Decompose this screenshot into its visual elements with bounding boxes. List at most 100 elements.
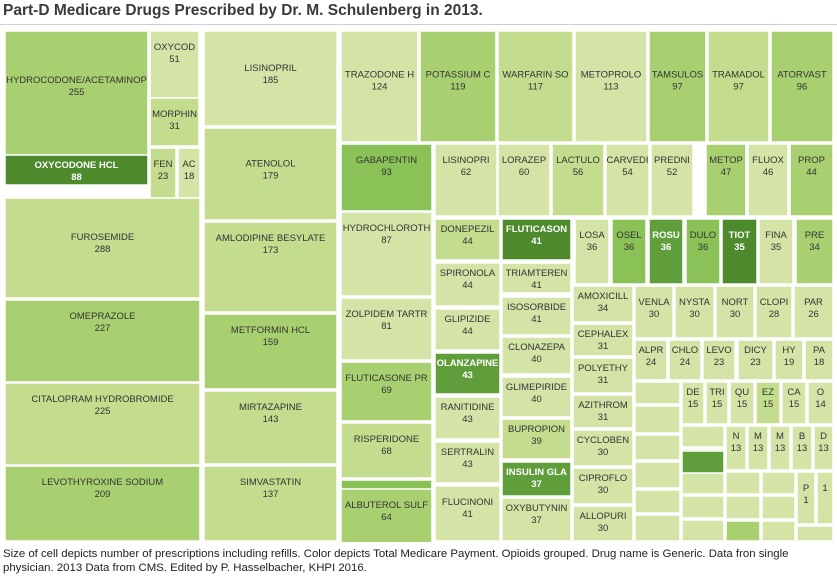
treemap-cell-value: 15 [688,399,699,410]
treemap-cell-label: AMOXICILL [578,291,629,302]
treemap-cell-value: 23 [714,357,725,368]
treemap-cell-rect [705,381,729,425]
treemap-cell-label: OXYCOD [154,42,195,53]
treemap-cell-value: 179 [263,171,279,182]
treemap-cell-value: 119 [450,82,465,93]
treemap-cell-rect [497,30,574,143]
treemap-cell-rect [755,381,781,425]
treemap-cell-value: 36 [624,242,635,253]
treemap-cell-unlabeled [681,450,725,474]
treemap-cell-label: FINA [765,230,787,241]
treemap-cell-d: D13 [813,425,834,471]
treemap-cell-rect [419,30,497,143]
treemap-cell-label: AZITHROM [578,400,628,411]
treemap-cell-rect [702,339,736,381]
treemap-cell-value: 255 [69,87,85,98]
treemap-cell-label: DE [686,387,699,398]
treemap-cell-value: 28 [769,309,780,320]
treemap-cell-rect [674,285,715,339]
treemap-cell-rect [501,336,572,375]
treemap-cell-label: MIRTAZAPINE [239,402,302,413]
treemap-cell-label: LISINOPRIL [244,63,296,74]
treemap-cell-b: B13 [791,425,813,471]
treemap-cell-rect [4,197,201,299]
treemap-cell-rect [611,218,647,285]
treemap-cell-label: ROSU [652,230,680,241]
treemap-cell-label: METOP [709,155,743,166]
treemap-cell-rect [501,461,572,497]
treemap-cell-value: 54 [622,167,633,178]
treemap-cell-unlabeled [634,405,681,434]
treemap-cell-value: 18 [184,171,195,182]
treemap-cell-unlabeled [681,425,725,448]
treemap-cell-label: CLONAZEPA [508,342,566,353]
treemap-cell-rect [4,30,149,156]
treemap-cell-value: 60 [519,167,530,178]
treemap-cell-value: 19 [784,357,795,368]
treemap-cell-rect [755,285,793,339]
treemap-cell-value: 34 [809,242,820,253]
treemap-cell-value: 173 [263,245,279,256]
treemap-cell-value: 15 [763,399,774,410]
treemap-cell-value: 143 [263,414,279,425]
treemap-cell-rect [758,218,794,285]
treemap-cell-rect [434,218,501,261]
treemap-cell-label: CA [787,387,801,398]
treemap-cell-value: 68 [381,446,392,457]
treemap-cell-value: 13 [753,443,764,454]
treemap-cell-rect [793,285,834,339]
treemap-cell-value: 35 [734,242,745,253]
treemap-cell-value: 35 [771,242,782,253]
treemap-cell-rect [729,381,755,425]
treemap-cell-rect [705,143,747,217]
treemap-cell-value: 34 [598,303,609,314]
treemap-cell-label: B [799,431,805,442]
treemap-cell-rect [715,285,755,339]
treemap-cell-value: 87 [381,235,392,246]
treemap-cell-label: DULO [690,230,716,241]
treemap-cell-rect [804,339,834,381]
treemap-cell-value: 137 [263,489,279,500]
treemap-cell-unlabeled [725,471,761,495]
treemap-cell-value: 81 [381,321,392,332]
treemap-cell-label: GABAPENTIN [356,155,417,166]
treemap-cell-rect [4,154,149,186]
treemap-cell-value: 225 [95,406,111,417]
treemap-cell-label: POTASSIUM C [426,70,491,81]
treemap-cell-value: 30 [649,309,660,320]
treemap-cell-rect [203,390,338,465]
treemap-cell-unlabeled [681,519,725,542]
treemap-cell-value: 97 [733,82,744,93]
treemap-cell-rect [721,218,758,285]
treemap-cell-unlabeled [761,520,796,542]
treemap-cell-rect [648,218,684,285]
treemap-cell-rect [572,429,634,467]
treemap-cell-rect [572,467,634,505]
treemap-cell-rect [572,285,634,323]
treemap-cell-value: 31 [598,412,609,423]
treemap-cell-label: GLIPIZIDE [445,314,491,325]
treemap-cell-rect [725,425,747,471]
treemap-cell-label: LORAZEP [502,155,546,166]
treemap-cell-rect [4,465,201,542]
